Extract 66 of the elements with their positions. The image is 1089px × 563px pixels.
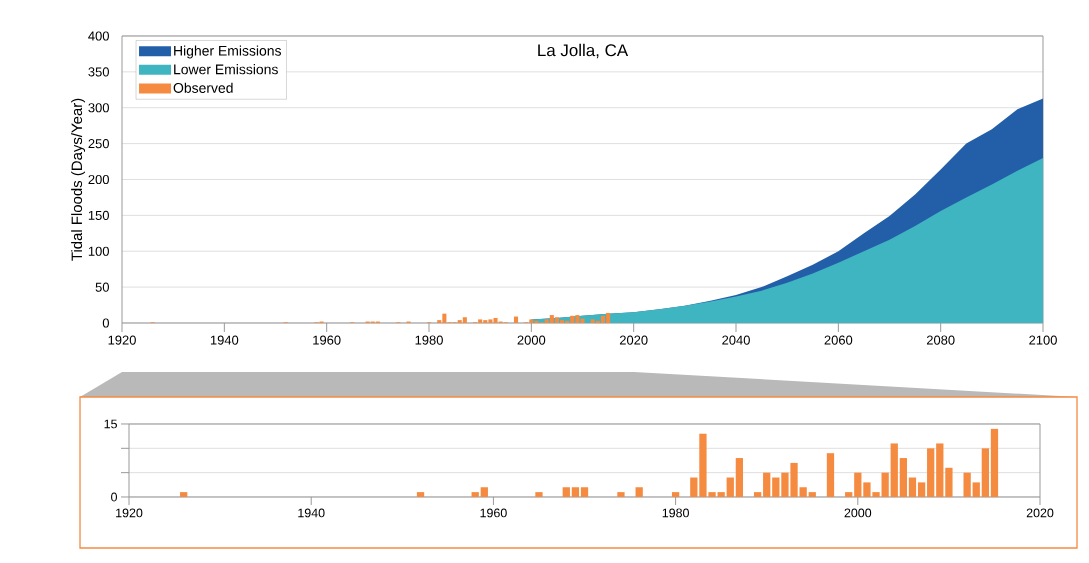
bar — [972, 482, 980, 497]
legend-label: Lower Emissions — [174, 64, 278, 75]
y-tick-label: 250 — [88, 139, 109, 149]
x-tick-label: 1920 — [116, 508, 143, 518]
bar — [571, 487, 580, 497]
y-tick-label: 400 — [88, 31, 109, 41]
bar — [845, 492, 853, 497]
bar — [826, 453, 835, 497]
bar — [799, 487, 807, 497]
x-tick-label: 2020 — [619, 335, 648, 345]
bar — [772, 477, 780, 497]
x-tick-label: 2000 — [844, 508, 872, 518]
bar — [717, 492, 725, 497]
x-tick-label: 1940 — [298, 508, 325, 518]
y-tick-label: 350 — [88, 67, 109, 77]
y-tick-label: 0 — [102, 318, 109, 328]
bar — [735, 458, 744, 497]
legend-label: Higher Emissions — [174, 45, 281, 59]
y-tick-label: 15 — [104, 419, 117, 429]
bar — [908, 477, 917, 497]
x-tick-label: 1980 — [662, 508, 689, 518]
bar — [854, 472, 862, 497]
bar — [945, 467, 953, 497]
bar — [899, 458, 908, 497]
bar — [808, 492, 816, 497]
bar — [981, 448, 989, 497]
x-tick-label: 1960 — [313, 335, 341, 345]
x-tick-label: 1940 — [210, 335, 239, 345]
bar — [416, 492, 425, 497]
x-tick-label: 2000 — [517, 335, 546, 345]
bar — [890, 443, 898, 497]
bar — [580, 487, 589, 497]
y-axis-title: Tidal Floods (Days/Year) — [71, 98, 86, 261]
y-tick-label: 200 — [88, 174, 109, 185]
bar — [917, 482, 926, 497]
bar — [180, 492, 188, 497]
x-tick-label: 1920 — [108, 335, 136, 345]
chart-title: La Jolla, CA — [538, 43, 629, 59]
bar — [927, 448, 935, 497]
bar — [617, 492, 625, 497]
bar — [690, 477, 698, 497]
bar — [480, 487, 488, 497]
y-tick-label: 0 — [111, 492, 118, 502]
legend-label: Observed — [173, 82, 233, 93]
y-tick-label: 150 — [88, 210, 109, 220]
bar — [635, 487, 643, 497]
bar — [963, 472, 971, 497]
x-tick-label: 2020 — [1026, 508, 1054, 518]
x-tick-label: 2040 — [722, 335, 750, 345]
bar — [990, 428, 999, 497]
x-tick-label: 1960 — [480, 508, 507, 518]
y-tick-label: 300 — [88, 103, 109, 113]
bar — [726, 477, 734, 497]
x-tick-label: 2060 — [824, 335, 853, 345]
x-tick-label: 2080 — [926, 335, 955, 345]
y-tick-label: 100 — [88, 246, 109, 256]
bar — [535, 492, 543, 497]
x-tick-label: 2100 — [1029, 335, 1057, 345]
bar — [936, 443, 944, 497]
bar — [763, 472, 771, 497]
bar — [471, 492, 479, 497]
x-tick-label: 1980 — [415, 335, 443, 345]
bar — [671, 492, 680, 497]
bar — [753, 492, 762, 497]
y-tick-label: 50 — [95, 282, 109, 292]
bar — [562, 487, 570, 497]
